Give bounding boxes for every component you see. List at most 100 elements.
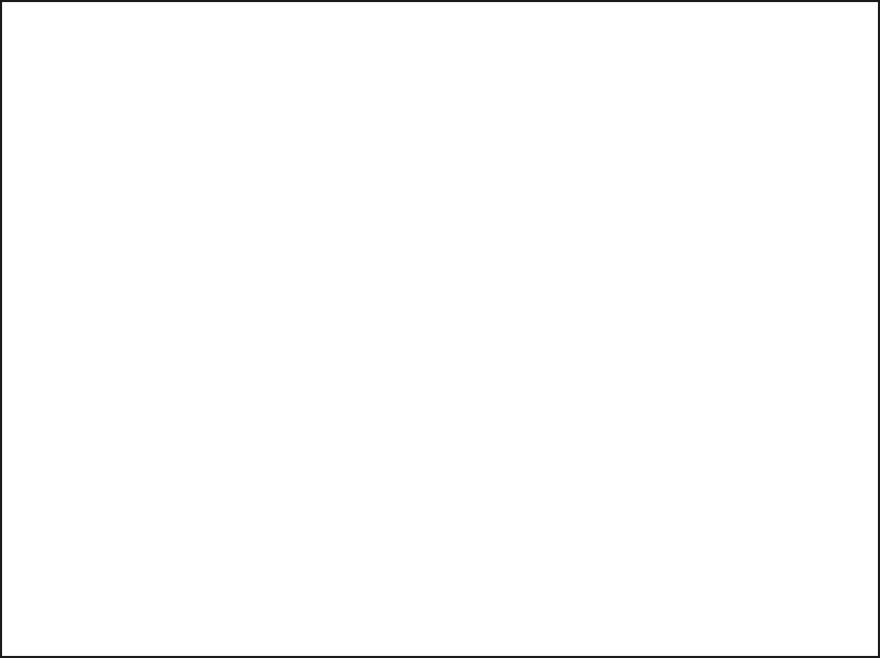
FancyBboxPatch shape bbox=[148, 453, 162, 633]
FancyBboxPatch shape bbox=[39, 212, 47, 270]
FancyBboxPatch shape bbox=[673, 193, 696, 207]
Bar bbox=[580, 506, 598, 630]
FancyBboxPatch shape bbox=[280, 545, 287, 633]
FancyBboxPatch shape bbox=[818, 103, 833, 127]
Bar bbox=[798, 506, 816, 630]
FancyBboxPatch shape bbox=[0, 135, 540, 136]
Text: rica, Europe,
Latin America,
east and Africa: rica, Europe, Latin America, east and Af… bbox=[33, 200, 112, 236]
Circle shape bbox=[105, 268, 245, 408]
FancyBboxPatch shape bbox=[0, 95, 540, 97]
FancyBboxPatch shape bbox=[0, 103, 540, 104]
FancyBboxPatch shape bbox=[742, 133, 757, 157]
FancyBboxPatch shape bbox=[0, 157, 540, 159]
FancyBboxPatch shape bbox=[0, 79, 540, 80]
FancyBboxPatch shape bbox=[385, 473, 392, 545]
FancyBboxPatch shape bbox=[8, 173, 512, 273]
Text: Research analysts are available fo: Research analysts are available fo bbox=[552, 312, 793, 325]
FancyBboxPatch shape bbox=[0, 145, 540, 146]
FancyBboxPatch shape bbox=[0, 66, 540, 67]
FancyBboxPatch shape bbox=[0, 32, 540, 33]
FancyBboxPatch shape bbox=[397, 207, 405, 270]
Wedge shape bbox=[401, 258, 455, 338]
FancyBboxPatch shape bbox=[0, 147, 540, 148]
Wedge shape bbox=[70, 338, 124, 392]
FancyBboxPatch shape bbox=[723, 73, 738, 97]
FancyBboxPatch shape bbox=[837, 43, 852, 67]
FancyBboxPatch shape bbox=[268, 473, 275, 545]
FancyBboxPatch shape bbox=[0, 140, 540, 141]
Text: ➤: ➤ bbox=[538, 340, 549, 353]
FancyBboxPatch shape bbox=[645, 175, 668, 189]
FancyBboxPatch shape bbox=[456, 545, 464, 633]
FancyBboxPatch shape bbox=[0, 77, 540, 78]
FancyBboxPatch shape bbox=[0, 85, 540, 86]
FancyBboxPatch shape bbox=[0, 149, 540, 151]
FancyBboxPatch shape bbox=[0, 150, 540, 151]
FancyBboxPatch shape bbox=[589, 193, 612, 207]
FancyBboxPatch shape bbox=[701, 193, 724, 207]
Text: Trends and Forecast: Trends and Forecast bbox=[323, 82, 537, 101]
FancyBboxPatch shape bbox=[0, 81, 540, 82]
FancyBboxPatch shape bbox=[0, 28, 540, 29]
FancyBboxPatch shape bbox=[15, 204, 23, 270]
FancyBboxPatch shape bbox=[856, 43, 871, 67]
FancyBboxPatch shape bbox=[315, 248, 322, 270]
FancyBboxPatch shape bbox=[304, 545, 311, 633]
FancyBboxPatch shape bbox=[0, 132, 540, 133]
FancyBboxPatch shape bbox=[561, 175, 584, 189]
Bar bbox=[558, 506, 576, 630]
FancyBboxPatch shape bbox=[527, 165, 875, 653]
FancyBboxPatch shape bbox=[0, 39, 540, 40]
FancyBboxPatch shape bbox=[0, 109, 540, 111]
FancyBboxPatch shape bbox=[243, 228, 251, 270]
FancyBboxPatch shape bbox=[0, 119, 540, 120]
Circle shape bbox=[272, 300, 348, 376]
FancyBboxPatch shape bbox=[183, 201, 190, 270]
FancyBboxPatch shape bbox=[0, 61, 540, 63]
FancyBboxPatch shape bbox=[761, 103, 776, 127]
FancyBboxPatch shape bbox=[0, 40, 540, 41]
Text: Company Analysis Dashboard for I: Company Analysis Dashboard for I bbox=[552, 256, 781, 269]
Text: Detailed analysis of the
market by type and
application: Detailed analysis of the market by type … bbox=[271, 193, 395, 228]
Text: IMPACTFUL: IMPACTFUL bbox=[158, 61, 260, 76]
FancyBboxPatch shape bbox=[0, 72, 540, 74]
FancyBboxPatch shape bbox=[0, 87, 540, 88]
Text: Key Features: Key Features bbox=[627, 180, 772, 199]
FancyBboxPatch shape bbox=[742, 73, 757, 97]
Text: 60%: 60% bbox=[299, 334, 320, 343]
FancyBboxPatch shape bbox=[0, 31, 540, 32]
FancyBboxPatch shape bbox=[799, 133, 814, 157]
FancyBboxPatch shape bbox=[837, 13, 852, 37]
FancyBboxPatch shape bbox=[0, 47, 540, 49]
Text: repo: repo bbox=[777, 88, 823, 106]
FancyBboxPatch shape bbox=[0, 155, 540, 156]
FancyBboxPatch shape bbox=[248, 171, 418, 253]
Text: Monthly: Monthly bbox=[570, 571, 646, 589]
Text: Easy to Download Historical Data a: Easy to Download Historical Data a bbox=[552, 220, 785, 233]
Bar bbox=[864, 506, 880, 630]
FancyBboxPatch shape bbox=[0, 27, 540, 28]
Text: nalysis: nalysis bbox=[42, 428, 88, 441]
FancyBboxPatch shape bbox=[0, 89, 540, 90]
FancyBboxPatch shape bbox=[837, 133, 852, 157]
FancyBboxPatch shape bbox=[0, 68, 540, 69]
Bar bbox=[820, 506, 838, 630]
FancyBboxPatch shape bbox=[0, 43, 540, 45]
FancyBboxPatch shape bbox=[291, 545, 299, 633]
FancyBboxPatch shape bbox=[40, 178, 58, 183]
FancyBboxPatch shape bbox=[0, 142, 540, 143]
FancyBboxPatch shape bbox=[0, 113, 540, 114]
Text: Report Price and Purchase: Report Price and Purchase bbox=[580, 453, 820, 468]
FancyBboxPatch shape bbox=[0, 101, 540, 103]
FancyBboxPatch shape bbox=[837, 73, 852, 97]
FancyBboxPatch shape bbox=[780, 43, 795, 67]
FancyBboxPatch shape bbox=[0, 133, 540, 134]
FancyBboxPatch shape bbox=[8, 278, 512, 403]
FancyBboxPatch shape bbox=[0, 130, 540, 131]
FancyBboxPatch shape bbox=[0, 32, 540, 34]
FancyBboxPatch shape bbox=[0, 144, 540, 145]
Text: Plan B: Plan B bbox=[688, 547, 747, 565]
FancyBboxPatch shape bbox=[15, 545, 34, 633]
FancyBboxPatch shape bbox=[318, 178, 336, 183]
FancyBboxPatch shape bbox=[0, 124, 540, 126]
